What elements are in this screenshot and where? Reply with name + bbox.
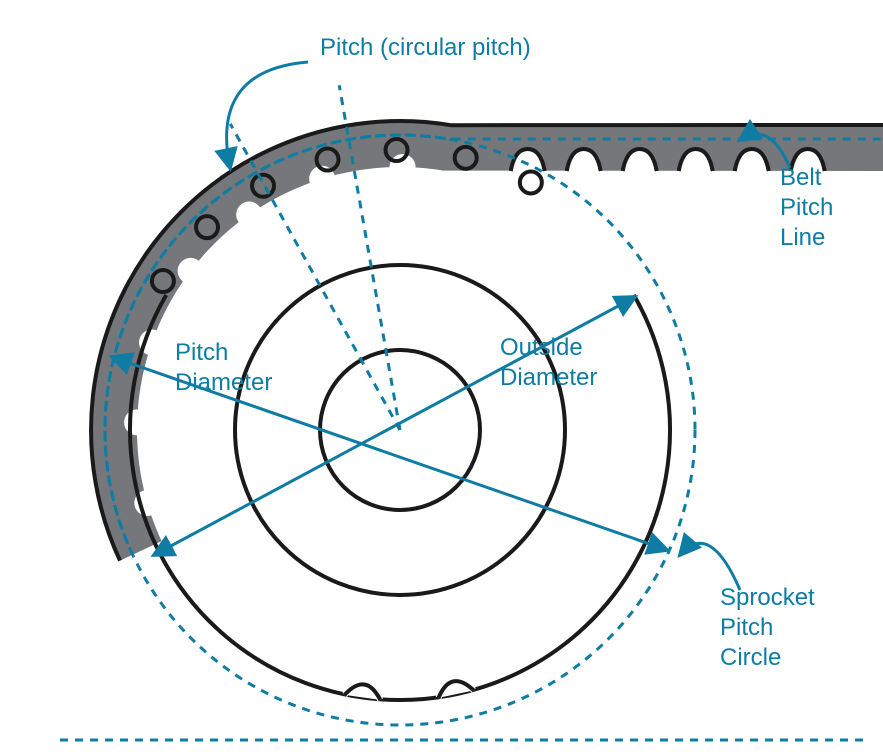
sprocket-tooth	[520, 171, 542, 193]
label-belt-pitch-line: BeltPitchLine	[780, 164, 833, 251]
leader-sprocket-pitch-circle	[680, 543, 740, 590]
label-sprocket-pitch-circle: SprocketPitchCircle	[720, 584, 815, 671]
label-pitch: Pitch (circular pitch)	[320, 34, 531, 61]
belt-wrap-notch	[236, 202, 262, 228]
belt-wrap-notch	[178, 258, 204, 284]
